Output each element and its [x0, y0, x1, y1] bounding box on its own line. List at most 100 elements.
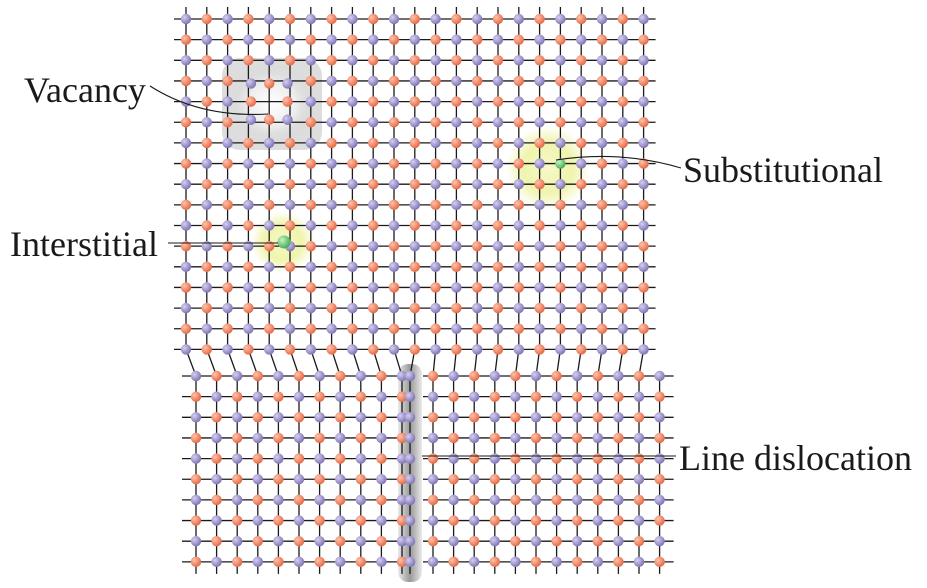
atom-a	[534, 117, 545, 128]
atom-a	[293, 474, 305, 485]
atom-b	[264, 114, 275, 125]
atom-b	[222, 117, 233, 128]
atom-b	[430, 199, 441, 211]
atom-b	[243, 302, 254, 314]
atom-b	[469, 494, 480, 506]
atom-a	[572, 370, 583, 382]
atom-b	[555, 282, 566, 293]
atom-a	[451, 323, 462, 334]
atom-b	[510, 536, 521, 547]
atom-b	[368, 302, 379, 314]
atom-b	[222, 75, 233, 87]
atom-a	[654, 412, 665, 423]
atom-a	[534, 34, 545, 45]
atom-a	[427, 432, 439, 444]
atom-a	[576, 158, 587, 169]
atom-a	[430, 137, 441, 149]
vacancy-highlight	[228, 64, 316, 144]
atom-a	[430, 220, 441, 231]
atom-b	[576, 302, 587, 314]
atom-a	[492, 75, 504, 87]
atom-b	[243, 137, 254, 149]
atom-b	[592, 536, 603, 547]
atom-a	[335, 556, 346, 568]
atom-b	[492, 179, 504, 190]
atom-a	[190, 536, 202, 547]
atom-a	[388, 302, 400, 314]
atom-b	[293, 536, 305, 547]
atom-a	[222, 261, 233, 272]
atom-a	[472, 96, 483, 107]
atom-b	[211, 494, 222, 506]
atom-b	[222, 199, 233, 211]
atom-a	[190, 370, 202, 382]
atom-b	[314, 432, 325, 444]
atom-b	[284, 13, 296, 25]
interstitial-atom	[277, 235, 291, 249]
atom-a	[293, 556, 305, 568]
atom-b	[222, 158, 233, 169]
atom-b	[510, 494, 521, 506]
atom-b	[596, 282, 608, 293]
atom-a	[596, 13, 608, 25]
atom-b	[347, 323, 358, 334]
atom-a	[613, 536, 624, 547]
atom-b	[617, 344, 628, 355]
atom-b	[326, 220, 337, 231]
atom-b	[576, 261, 587, 272]
atom-a	[613, 453, 624, 464]
atom-b	[530, 474, 542, 485]
atom-b	[638, 117, 649, 128]
atom-b	[305, 323, 316, 334]
atom-a	[510, 432, 521, 444]
atom-a	[264, 137, 275, 149]
atom-a	[326, 158, 337, 169]
atom-a	[222, 179, 233, 190]
atom-b	[222, 34, 233, 45]
atom-a	[180, 179, 192, 190]
atom-b	[617, 302, 628, 314]
atom-a	[273, 494, 284, 506]
atom-b	[430, 117, 441, 128]
atom-b	[243, 179, 254, 190]
atom-b	[654, 474, 665, 485]
atom-a	[448, 453, 459, 464]
atom-b	[376, 412, 387, 423]
atom-b	[534, 179, 545, 190]
atom-b	[469, 412, 480, 423]
atom-a	[180, 13, 192, 25]
atom-b	[427, 370, 439, 382]
atom-a	[617, 323, 628, 334]
atom-a	[376, 515, 387, 526]
atom-a	[314, 494, 325, 506]
atom-a	[555, 179, 566, 190]
atom-b	[472, 117, 483, 128]
atom-b	[451, 55, 462, 66]
atom-b	[396, 391, 408, 402]
atom-b	[305, 117, 316, 128]
atom-a	[530, 370, 542, 382]
atom-b	[190, 474, 202, 485]
atom-a	[347, 302, 358, 314]
atom-a	[211, 391, 222, 402]
atom-a	[211, 556, 222, 568]
atom-b	[388, 240, 400, 252]
atom-b	[427, 412, 439, 423]
atom-b	[534, 261, 545, 272]
atom-a	[355, 536, 366, 547]
atom-b	[222, 323, 233, 334]
atom-a	[314, 370, 325, 382]
atom-a	[388, 137, 400, 149]
atom-b	[305, 199, 316, 211]
atom-a	[355, 494, 366, 506]
atom-a	[293, 515, 305, 526]
atom-b	[355, 556, 366, 568]
atom-b	[638, 199, 649, 211]
atom-b	[314, 515, 325, 526]
atom-a	[232, 453, 243, 464]
atom-a	[654, 494, 665, 506]
atom-a	[368, 34, 379, 45]
atom-a	[409, 323, 420, 334]
atom-b	[654, 391, 665, 402]
atom-a	[347, 261, 358, 272]
